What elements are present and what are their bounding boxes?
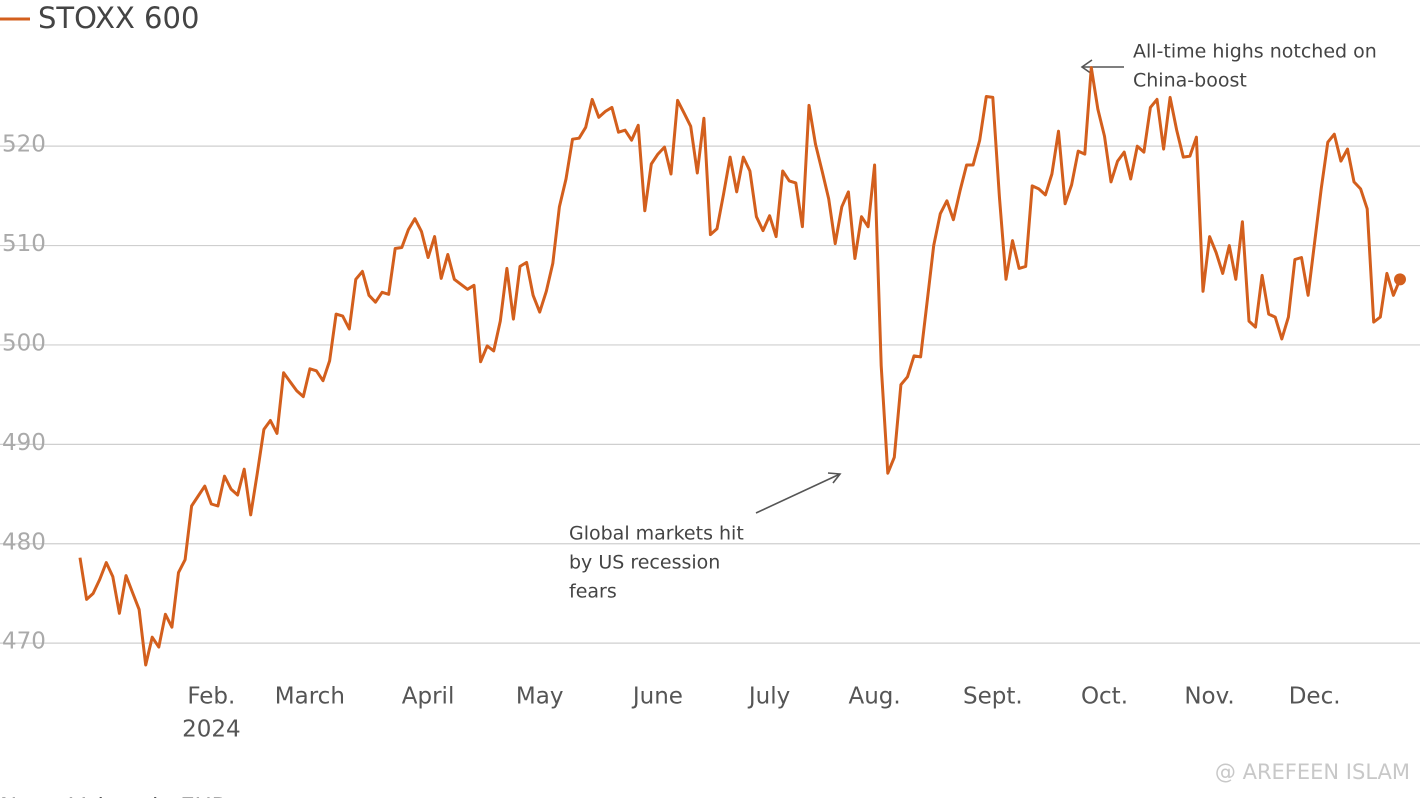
annotation: by US recession xyxy=(569,552,720,574)
y-tick-label: 520 xyxy=(2,132,46,158)
y-tick-label: 490 xyxy=(2,430,46,456)
x-tick-label: March xyxy=(275,684,345,710)
annotation-arrow xyxy=(755,59,1124,514)
y-tick-label: 510 xyxy=(2,231,46,257)
annotation: All-time highs notched on xyxy=(1133,41,1377,63)
x-tick-label: June xyxy=(631,684,683,710)
x-tick-label: April xyxy=(402,684,455,710)
annotation: Global markets hit xyxy=(569,523,744,545)
x-tick-label: Dec. xyxy=(1289,684,1341,710)
y-tick-label: 480 xyxy=(2,529,46,555)
watermark: @ AREFEEN ISLAM xyxy=(1215,760,1410,784)
annotation: fears xyxy=(569,581,617,603)
x-tick-label: Feb. xyxy=(187,684,235,710)
annotation: China-boost xyxy=(1133,70,1247,92)
x-tick-label: Aug. xyxy=(849,684,901,710)
x-tick-label: Oct. xyxy=(1081,684,1128,710)
year-label: 2024 xyxy=(182,717,241,743)
note: Note: Values in EUR xyxy=(0,795,228,798)
y-tick-label: 470 xyxy=(2,629,46,655)
x-tick-label: Sept. xyxy=(963,684,1023,710)
line xyxy=(78,66,1402,667)
x-tick-label: July xyxy=(747,684,790,710)
x-tick-label: Nov. xyxy=(1184,684,1234,710)
x-tick-label: May xyxy=(516,684,564,710)
y-tick-label: 500 xyxy=(2,330,46,356)
end-dot xyxy=(1394,273,1406,286)
legend-label: STOXX 600 xyxy=(38,1,199,35)
